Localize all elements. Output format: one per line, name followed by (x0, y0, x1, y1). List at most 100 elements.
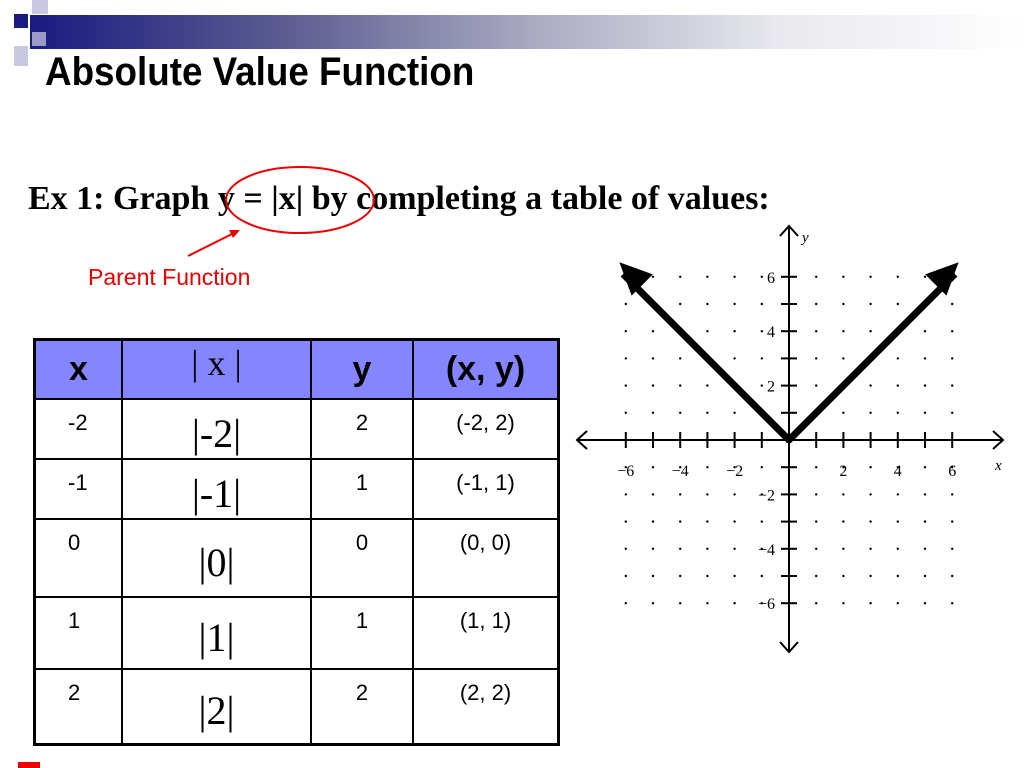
table-row: -2 |-2| 2 (-2, 2) (33, 398, 560, 460)
slide-title: Absolute Value Function (45, 50, 475, 94)
y-tick-label: −6 (758, 596, 775, 613)
table-cell: (-1, 1) (412, 458, 560, 520)
grid-dot (869, 547, 872, 550)
grid-dot (679, 520, 682, 523)
grid-dot (842, 493, 845, 496)
grid-dot (624, 466, 627, 469)
grid-dot (733, 330, 736, 333)
grid-dot (815, 384, 818, 387)
grid-dot (815, 493, 818, 496)
table-cell: 2 (310, 668, 414, 745)
right-arrowhead (925, 262, 959, 296)
grid-dot (679, 411, 682, 414)
y-tick-label: −2 (758, 487, 775, 504)
grid-dot (624, 602, 627, 605)
table-cell: -2 (33, 398, 123, 460)
grid-dot (896, 547, 899, 550)
table-row: 0 |0| 0 (0, 0) (33, 518, 560, 598)
decor-square (32, 32, 46, 46)
grid-dot (760, 547, 763, 550)
grid-dot (896, 275, 899, 278)
grid-dot (624, 493, 627, 496)
grid-dot (624, 411, 627, 414)
grid-dot (869, 302, 872, 306)
grid-dot (624, 357, 627, 360)
table-cell: |-2| (121, 398, 312, 460)
example-text: Ex 1: Graph y = |x| by completing a tabl… (28, 180, 770, 217)
x-axis-label: x (994, 458, 1002, 474)
grid-dot (706, 275, 709, 278)
grid-dot (679, 466, 682, 469)
grid-dot (706, 493, 709, 496)
grid-dot (651, 357, 655, 360)
grid-dot (842, 275, 845, 278)
grid-dot (624, 302, 627, 306)
grid-dot (842, 574, 845, 578)
grid-dot (896, 602, 899, 605)
grid-dot (896, 302, 899, 306)
grid-dot (651, 493, 655, 496)
grid-dot (923, 602, 927, 605)
grid-dot (896, 574, 899, 578)
grid-dot (733, 466, 736, 469)
grid-dot (923, 330, 927, 333)
grid-dot (869, 275, 872, 278)
table-cell: 0 (310, 518, 414, 598)
header-xy: (x, y) (412, 338, 560, 400)
grid-dot (951, 411, 954, 414)
grid-dot (842, 411, 845, 414)
grid-dot (815, 330, 818, 333)
grid-dot (842, 330, 845, 333)
grid-dot (815, 275, 818, 278)
y-tick-label: 2 (767, 379, 775, 396)
grid-dot (951, 330, 954, 333)
grid-dot (679, 384, 682, 387)
grid-dot (733, 357, 736, 360)
decor-square (14, 14, 28, 28)
grid-dot (923, 466, 927, 469)
grid-dot (760, 520, 763, 523)
grid-dot (896, 493, 899, 496)
grid-dot (679, 357, 682, 360)
grid-dot (733, 602, 736, 605)
y-axis-top-arrow (779, 224, 799, 237)
grid-dot (760, 357, 763, 360)
decor-square (14, 46, 28, 66)
grid-dot (923, 493, 927, 496)
grid-dot (869, 330, 872, 333)
grid-dot (951, 357, 954, 360)
grid-dot (896, 357, 899, 360)
grid-dot (951, 493, 954, 496)
values-table: x | x | y (x, y) -2 |-2| 2 (-2, 2) -1 |-1| 1 (-… (33, 338, 560, 746)
grid-dot (733, 411, 736, 414)
grid-dot (842, 520, 845, 523)
grid-dot (651, 547, 655, 550)
bullet-icon (18, 762, 40, 768)
x-tick-label: 2 (839, 463, 847, 480)
grid-dot (869, 520, 872, 523)
grid-dot (624, 520, 627, 523)
grid-dot (706, 466, 709, 469)
grid-dot (951, 384, 954, 387)
x-tick-label: 6 (948, 463, 956, 480)
parent-function-label: Parent Function (88, 264, 251, 290)
grid-dot (706, 602, 709, 605)
header-y: y (310, 338, 414, 400)
grid-dot (760, 493, 763, 496)
grid-dot (896, 466, 899, 469)
grid-dot (706, 547, 709, 550)
table-cell: (-2, 2) (412, 398, 560, 460)
grid-dot (706, 302, 709, 306)
grid-dot (624, 547, 627, 550)
grid-dot (651, 520, 655, 523)
grid-dot (760, 275, 763, 278)
grid-dot (679, 275, 682, 278)
table-cell: 2 (310, 398, 414, 460)
grid-dot (869, 411, 872, 414)
grid-dot (733, 275, 736, 278)
grid-dot (842, 357, 845, 360)
x-axis-right-arrow (992, 430, 1005, 450)
grid-dot (869, 602, 872, 605)
grid-dot (679, 493, 682, 496)
grid-dot (815, 520, 818, 523)
